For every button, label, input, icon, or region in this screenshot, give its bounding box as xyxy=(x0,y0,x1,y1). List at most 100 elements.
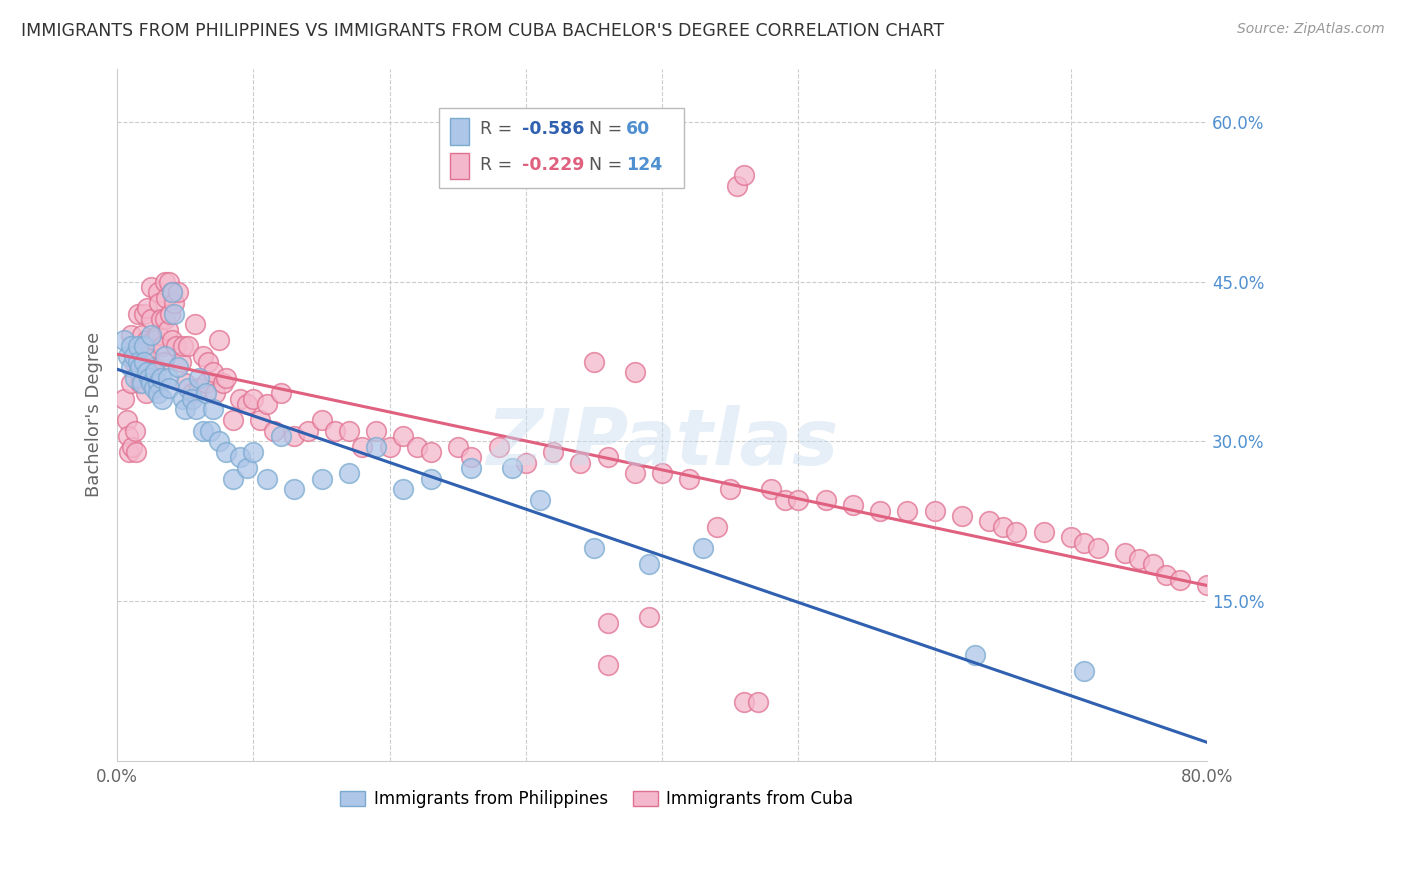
Text: ZIPatlas: ZIPatlas xyxy=(486,404,838,481)
Point xyxy=(136,365,159,379)
Point xyxy=(187,370,209,384)
Point xyxy=(460,450,482,465)
Point xyxy=(311,413,333,427)
Point xyxy=(172,392,194,406)
Point xyxy=(146,386,169,401)
Point xyxy=(167,285,190,300)
Point xyxy=(157,275,180,289)
Point xyxy=(364,424,387,438)
Point xyxy=(141,327,163,342)
Point xyxy=(692,541,714,555)
Point xyxy=(141,376,163,390)
Point xyxy=(242,392,264,406)
Point xyxy=(128,359,150,374)
Point xyxy=(283,429,305,443)
Point xyxy=(177,381,200,395)
Point xyxy=(924,504,946,518)
Point xyxy=(1168,573,1191,587)
FancyBboxPatch shape xyxy=(450,119,470,145)
Point xyxy=(323,424,346,438)
Point xyxy=(733,168,755,182)
Point xyxy=(352,440,374,454)
Point xyxy=(122,349,145,363)
Legend: Immigrants from Philippines, Immigrants from Cuba: Immigrants from Philippines, Immigrants … xyxy=(333,784,860,815)
Point xyxy=(582,541,605,555)
Point xyxy=(596,615,619,630)
Point xyxy=(515,456,537,470)
Point xyxy=(637,557,659,571)
Point xyxy=(127,338,149,352)
Point xyxy=(222,472,245,486)
Point xyxy=(134,338,156,352)
Text: -0.229: -0.229 xyxy=(522,156,583,175)
Point xyxy=(160,333,183,347)
Point xyxy=(152,354,174,368)
Point xyxy=(191,349,214,363)
Point xyxy=(1005,524,1028,539)
Point xyxy=(733,696,755,710)
Point xyxy=(215,370,238,384)
Point xyxy=(177,338,200,352)
FancyBboxPatch shape xyxy=(450,153,470,179)
Point xyxy=(186,402,208,417)
Point xyxy=(134,307,156,321)
Point xyxy=(270,429,292,443)
Point xyxy=(977,514,1000,528)
Point xyxy=(624,365,647,379)
Point xyxy=(1197,578,1219,592)
Point xyxy=(198,424,221,438)
Point xyxy=(869,504,891,518)
Point xyxy=(167,359,190,374)
Point xyxy=(155,291,177,305)
Point xyxy=(706,519,728,533)
Point xyxy=(263,424,285,438)
Text: IMMIGRANTS FROM PHILIPPINES VS IMMIGRANTS FROM CUBA BACHELOR'S DEGREE CORRELATIO: IMMIGRANTS FROM PHILIPPINES VS IMMIGRANT… xyxy=(21,22,945,40)
Point xyxy=(117,349,139,363)
Point xyxy=(229,450,252,465)
Point xyxy=(201,402,224,417)
Point xyxy=(148,296,170,310)
Point xyxy=(146,285,169,300)
Point xyxy=(229,392,252,406)
Point xyxy=(624,467,647,481)
Point xyxy=(747,696,769,710)
Point xyxy=(1142,557,1164,571)
Point xyxy=(1073,535,1095,549)
Point xyxy=(156,322,179,336)
Point xyxy=(134,349,156,363)
Point xyxy=(174,402,197,417)
Point xyxy=(120,327,142,342)
Point xyxy=(1128,551,1150,566)
Point xyxy=(235,461,257,475)
Point xyxy=(419,445,441,459)
Point xyxy=(139,365,162,379)
Point xyxy=(965,648,987,662)
Point xyxy=(153,275,176,289)
Text: N =: N = xyxy=(589,120,628,137)
Point xyxy=(112,392,135,406)
Point xyxy=(131,376,153,390)
Point xyxy=(160,285,183,300)
Text: 60: 60 xyxy=(626,120,651,137)
Point xyxy=(201,365,224,379)
Point xyxy=(235,397,257,411)
Point xyxy=(378,440,401,454)
Point xyxy=(187,381,209,395)
Point xyxy=(141,280,163,294)
Point xyxy=(364,440,387,454)
Point xyxy=(569,456,592,470)
Point xyxy=(194,376,217,390)
Text: Source: ZipAtlas.com: Source: ZipAtlas.com xyxy=(1237,22,1385,37)
Point xyxy=(143,376,166,390)
Point xyxy=(1060,530,1083,544)
Text: 124: 124 xyxy=(626,156,662,175)
Point xyxy=(160,285,183,300)
Point xyxy=(141,312,163,326)
Point xyxy=(419,472,441,486)
Text: N =: N = xyxy=(589,156,628,175)
Point xyxy=(759,483,782,497)
Point xyxy=(582,354,605,368)
Point xyxy=(215,445,238,459)
Point xyxy=(249,413,271,427)
Point xyxy=(1154,567,1177,582)
